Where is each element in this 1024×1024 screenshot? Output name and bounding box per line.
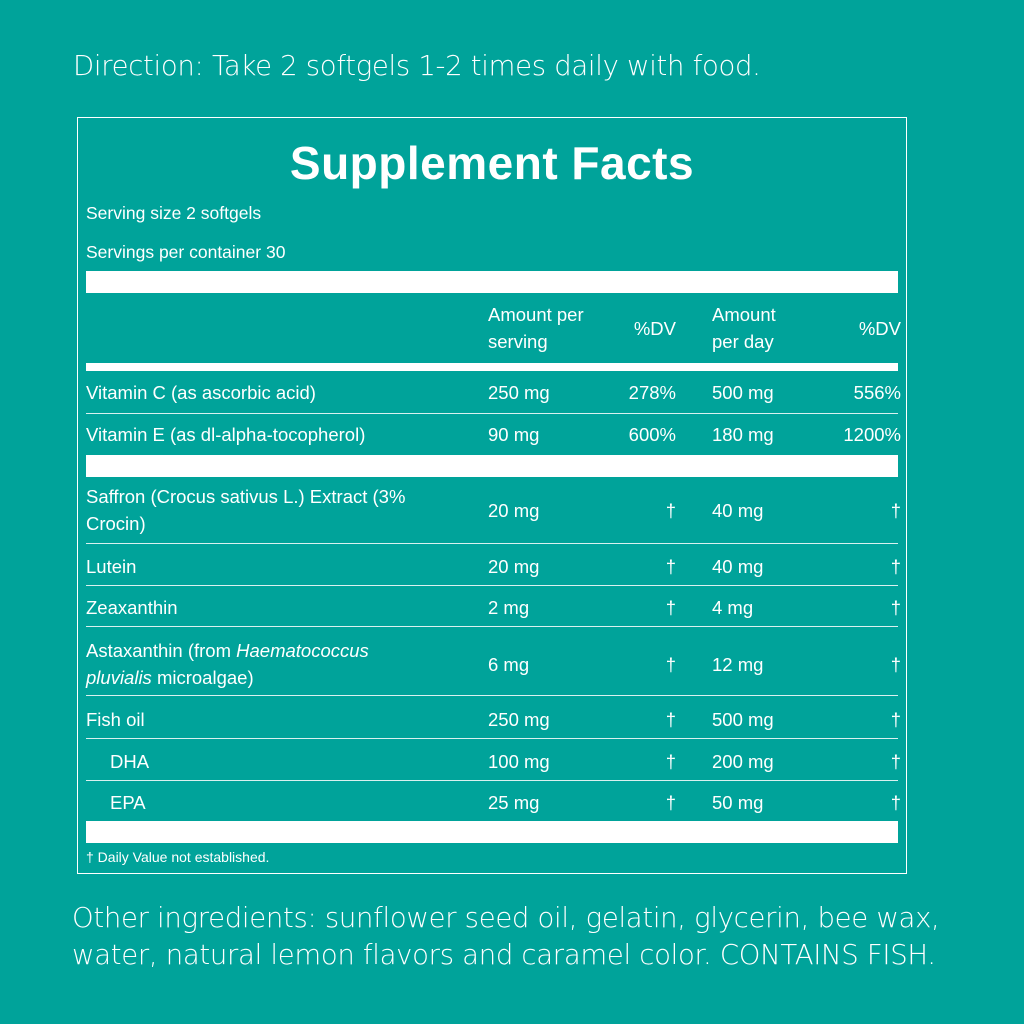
nutrient-name: Saffron (Crocus sativus L.) Extract (3% …	[86, 486, 406, 534]
other-ingredients: Other ingredients: sunflower seed oil, g…	[72, 902, 940, 971]
nutrient-name: Astaxanthin (from Haematococcus pluviali…	[86, 640, 369, 688]
amount-per-day: 200 mg	[712, 751, 774, 772]
dv-day: †	[890, 654, 901, 675]
amount-per-day: 4 mg	[712, 597, 754, 618]
dv-serving: 278%	[628, 382, 676, 403]
amount-per-day: 500 mg	[712, 709, 774, 730]
thick-divider	[86, 455, 898, 477]
nutrient-name: EPA	[110, 792, 146, 813]
header-amount-per-day: Amount per day	[712, 304, 776, 352]
supplement-facts-panel: Supplement Facts Serving size 2 softgels…	[77, 117, 907, 874]
amount-per-serving: 90 mg	[488, 424, 540, 445]
serving-size: Serving size 2 softgels	[86, 203, 262, 223]
directions-text: Direction: Take 2 softgels 1-2 times dai…	[73, 50, 761, 82]
footnote: † Daily Value not established.	[86, 849, 270, 865]
dv-day: †	[890, 556, 901, 577]
amount-per-day: 12 mg	[712, 654, 764, 675]
dv-day: 1200%	[843, 424, 901, 445]
nutrient-name: Lutein	[86, 556, 137, 577]
nutrient-name: Fish oil	[86, 709, 145, 730]
dv-day: †	[890, 751, 901, 772]
medium-divider	[86, 363, 898, 371]
amount-per-day: 50 mg	[712, 792, 764, 813]
thick-divider	[86, 271, 898, 293]
amount-per-serving: 25 mg	[488, 792, 540, 813]
dv-serving: †	[665, 500, 676, 521]
amount-per-day: 40 mg	[712, 500, 764, 521]
dv-day: †	[890, 500, 901, 521]
dv-serving: 600%	[628, 424, 676, 445]
header-dv-serving: %DV	[633, 318, 676, 339]
row-divider	[86, 738, 898, 739]
dv-day: †	[890, 709, 901, 730]
row-divider	[86, 413, 898, 414]
row-divider	[86, 585, 898, 586]
dv-serving: †	[665, 597, 676, 618]
amount-per-serving: 20 mg	[488, 500, 540, 521]
dv-serving: †	[665, 751, 676, 772]
panel-title: Supplement Facts	[289, 137, 695, 189]
dv-serving: †	[665, 709, 676, 730]
dv-day: †	[890, 597, 901, 618]
nutrient-name: Vitamin C (as ascorbic acid)	[86, 382, 316, 403]
row-divider	[86, 695, 898, 696]
nutrient-name: DHA	[110, 751, 150, 772]
servings-per-container: Servings per container 30	[86, 242, 286, 262]
amount-per-serving: 250 mg	[488, 709, 550, 730]
dv-serving: †	[665, 792, 676, 813]
row-divider	[86, 626, 898, 627]
amount-per-serving: 250 mg	[488, 382, 550, 403]
dv-serving: †	[665, 654, 676, 675]
amount-per-day: 40 mg	[712, 556, 764, 577]
dv-day: 556%	[853, 382, 901, 403]
row-divider	[86, 780, 898, 781]
amount-per-serving: 100 mg	[488, 751, 550, 772]
row-divider	[86, 543, 898, 544]
amount-per-serving: 2 mg	[488, 597, 530, 618]
header-amount-per-serving: Amount per serving	[488, 304, 584, 352]
amount-per-serving: 6 mg	[488, 654, 530, 675]
thick-divider	[86, 821, 898, 843]
amount-per-serving: 20 mg	[488, 556, 540, 577]
nutrient-name: Vitamin E (as dl-alpha-tocopherol)	[86, 424, 366, 445]
amount-per-day: 500 mg	[712, 382, 774, 403]
header-dv-day: %DV	[858, 318, 901, 339]
amount-per-day: 180 mg	[712, 424, 774, 445]
dv-serving: †	[665, 556, 676, 577]
nutrient-name: Zeaxanthin	[86, 597, 178, 618]
dv-day: †	[890, 792, 901, 813]
